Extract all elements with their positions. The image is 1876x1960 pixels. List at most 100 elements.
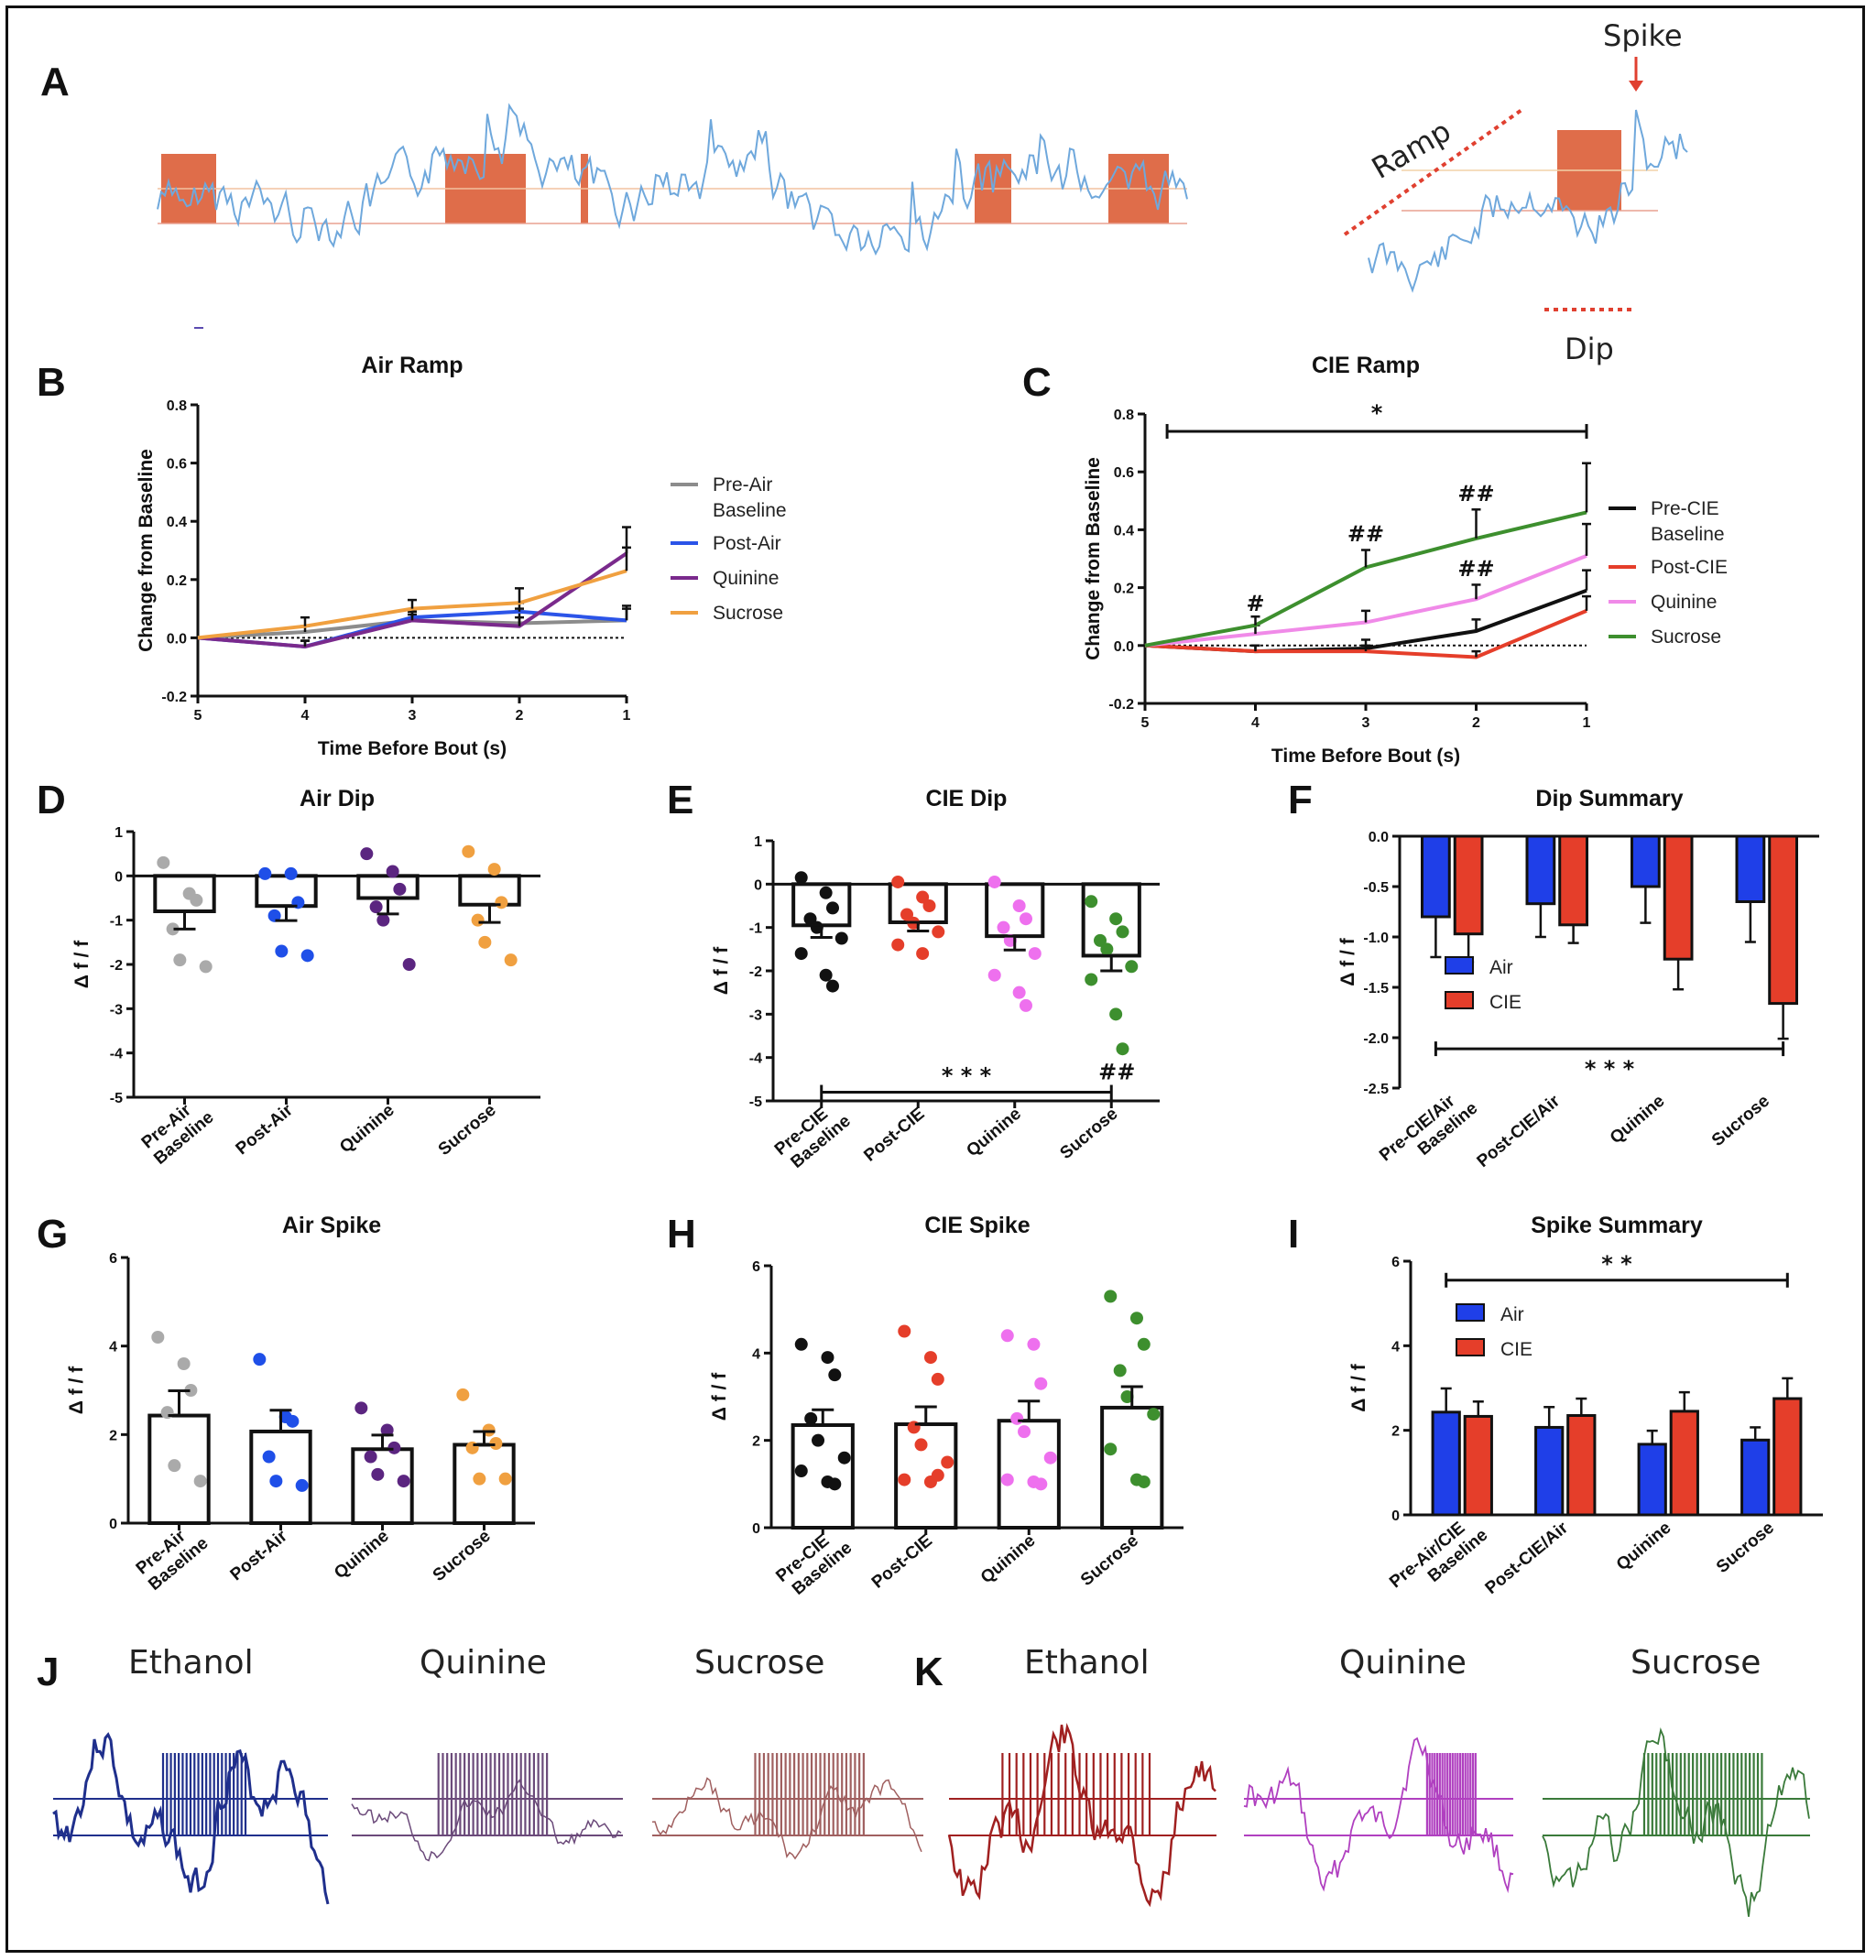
y-tick-label: 0.4 (167, 515, 187, 530)
y-tick-label: 0.6 (1114, 465, 1134, 481)
data-point (376, 913, 390, 927)
data-point (932, 925, 945, 939)
chart-title: Air Spike (282, 1213, 381, 1238)
signal-trace (651, 1777, 922, 1860)
data-point (473, 1472, 486, 1486)
x-category-label: Pre-AirBaseline (132, 1519, 213, 1595)
bar-air (1431, 1410, 1461, 1517)
bar-cie (1663, 834, 1694, 961)
data-point (794, 947, 808, 961)
data-point (478, 935, 492, 949)
example-trace-3 (947, 1723, 1216, 1908)
data-point (825, 901, 839, 915)
legend-swatch (1456, 1338, 1485, 1356)
data-point (1137, 1337, 1151, 1351)
x-category-label: Pre-CIEBaseline (771, 1096, 855, 1175)
x-category-label-line: Quinine (331, 1527, 393, 1584)
data-point (1120, 1390, 1134, 1403)
data-point (190, 893, 203, 907)
x-tick-label: 3 (409, 708, 417, 724)
trace-label-k-ethanol: Ethanol (1024, 1644, 1150, 1682)
ramp-label: Ramp (1366, 114, 1456, 186)
data-point (151, 1331, 165, 1344)
data-point (1113, 1364, 1127, 1377)
data-point (825, 979, 839, 993)
data-point (168, 1459, 181, 1473)
data-point (1129, 1312, 1143, 1325)
data-point (812, 1433, 825, 1447)
data-point (834, 931, 848, 945)
data-point (284, 866, 298, 880)
legend-label: Pre-CIE (1651, 498, 1719, 519)
panel-label-h: H (667, 1212, 696, 1257)
trace-label-j-quinine: Quinine (420, 1644, 547, 1682)
y-axis-label: Δ f / f (711, 946, 732, 995)
data-point (262, 1450, 276, 1464)
legend-label: Post-CIE (1651, 557, 1728, 578)
chart-d: Air Dip -5 -4 -3 -2 -1 0 1 Δ f / f Pre-AirBaselin… (71, 786, 540, 1169)
data-point (916, 947, 930, 961)
data-point (922, 899, 936, 912)
x-category-label-line: Quinine (1607, 1092, 1669, 1149)
bar-air (1735, 834, 1766, 903)
legend-label: Baseline (713, 500, 787, 521)
x-category-label-line: Post-CIE (868, 1531, 936, 1593)
y-tick-label: -2.5 (1363, 1082, 1389, 1097)
data-point (160, 1406, 174, 1420)
data-point (275, 944, 289, 958)
x-tick-label: 5 (1141, 715, 1150, 731)
bar-air (1740, 1438, 1771, 1517)
panel-label-j: J (37, 1650, 59, 1694)
dip-label: Dip (1565, 332, 1614, 366)
data-point (173, 953, 187, 967)
data-point (1147, 1408, 1161, 1421)
x-category-label: Quinine (1613, 1519, 1675, 1575)
bar (356, 874, 420, 900)
data-point (1012, 899, 1026, 912)
panel-label-i: I (1288, 1212, 1299, 1257)
example-trace-1 (351, 1753, 623, 1862)
x-tick-label: 3 (1362, 715, 1370, 731)
sig-marker: ## (1457, 481, 1494, 506)
legend-label: Post-Air (713, 533, 781, 554)
data-point (1043, 1451, 1057, 1465)
data-point (253, 1353, 267, 1367)
data-point (1116, 1042, 1129, 1056)
x-tick-label: 1 (623, 708, 631, 724)
bar (997, 1419, 1061, 1530)
y-axis-label: Change from Baseline (136, 449, 157, 652)
data-point (987, 968, 1001, 982)
data-point (157, 855, 170, 869)
x-category-label-line: Post-Air (233, 1100, 298, 1159)
legend-swatch (1445, 991, 1474, 1009)
data-point (898, 1473, 911, 1486)
data-point (369, 900, 383, 914)
data-point (1000, 1473, 1014, 1486)
example-traces (52, 1723, 1810, 1917)
y-tick-label: 6 (1391, 1255, 1400, 1270)
x-category-label-line: Quinine (963, 1105, 1025, 1161)
data-point (1019, 912, 1032, 926)
x-category-label: Post-CIE (860, 1105, 928, 1166)
data-point (891, 938, 905, 952)
y-tick-label: 2 (109, 1428, 117, 1443)
x-category-label: Post-Air (233, 1100, 298, 1159)
panel-label-e: E (667, 778, 693, 822)
data-point (471, 913, 485, 927)
data-point (393, 882, 407, 896)
x-category-label: Post-Air (227, 1526, 292, 1584)
y-tick-label: -1.5 (1363, 981, 1389, 996)
bar-air (1637, 1443, 1667, 1517)
data-point (1028, 947, 1042, 961)
x-category-label-line: Sucrose (430, 1527, 495, 1585)
x-category-label: Sucrose (1713, 1519, 1778, 1577)
data-point (300, 949, 314, 963)
x-category-label: Post-CIE (868, 1531, 936, 1593)
x-category-label: Post-CIE/Air (1474, 1091, 1565, 1171)
data-point (900, 908, 914, 921)
panel-label-c: C (1022, 360, 1052, 405)
chart-title: Air Dip (300, 786, 375, 811)
y-tick-label: -5 (110, 1091, 123, 1106)
y-tick-label: -1 (749, 921, 762, 937)
